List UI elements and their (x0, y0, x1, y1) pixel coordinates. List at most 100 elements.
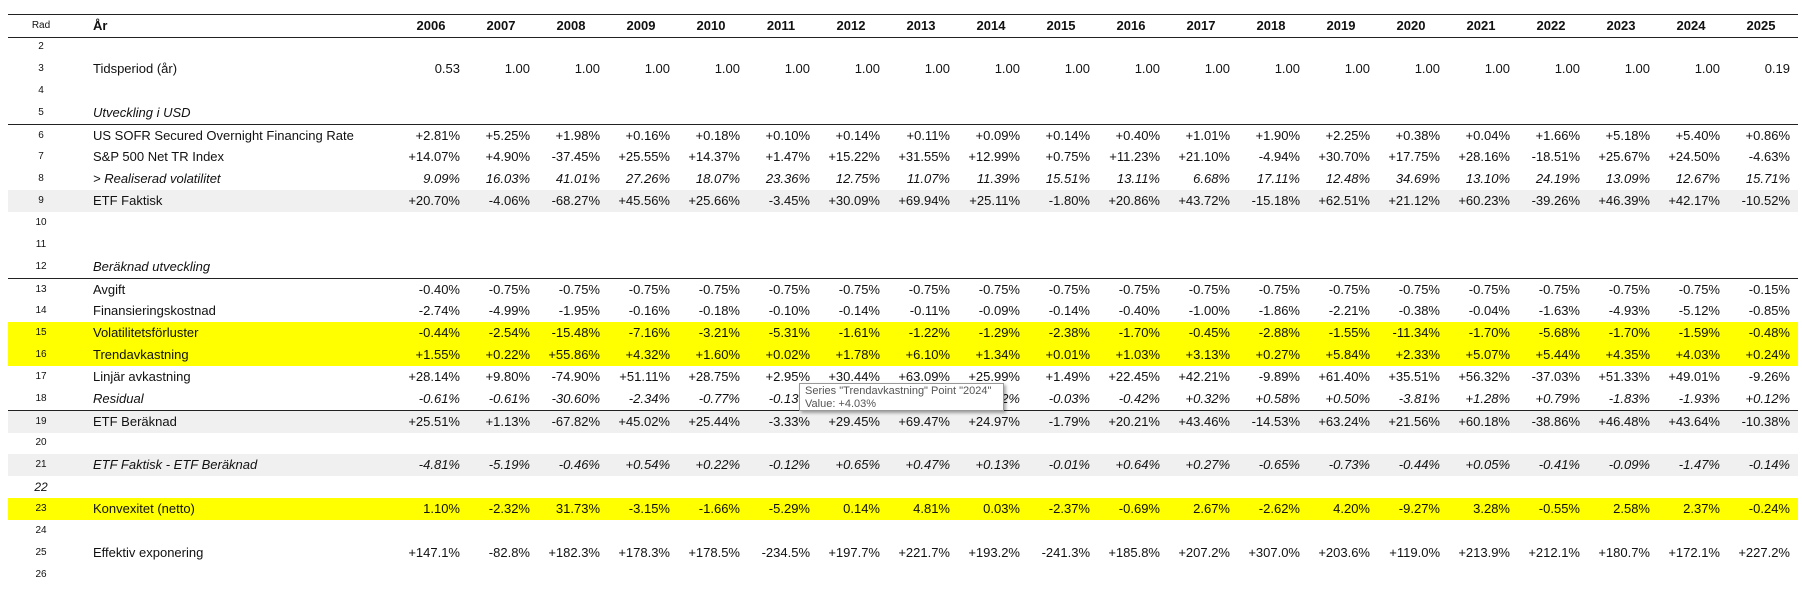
value-cell: +60.23% (1458, 193, 1510, 208)
value-cell: +21.12% (1388, 193, 1440, 208)
value-cell: +207.2% (1178, 545, 1230, 560)
value-cell: 1.00 (1204, 61, 1230, 76)
value-cell: -3.81% (1398, 391, 1440, 406)
value-cell: 1.00 (504, 61, 530, 76)
value-cell: +43.72% (1178, 193, 1230, 208)
row: 8 > Realiserad volatilitet 9.09% 16.03% 41.0… (8, 168, 1798, 190)
value-cell: -3.21% (698, 325, 740, 340)
value-cell: 41.01% (555, 171, 600, 186)
value-cell: -0.55% (1538, 501, 1580, 516)
value-cell: -38.86% (1531, 414, 1580, 429)
row: 24 (8, 520, 1798, 542)
value-cell: +20.70% (408, 193, 460, 208)
value-cell: +1.49% (1045, 369, 1090, 384)
value-cell: -37.03% (1531, 369, 1580, 384)
row: 5 Utveckling i USD (8, 102, 1798, 124)
value-cell: -0.75% (558, 282, 600, 297)
value-cell: +55.86% (548, 347, 600, 362)
value-cell: +0.54% (625, 457, 670, 472)
value-cell: -0.41% (1538, 457, 1580, 472)
value-cell: +0.18% (695, 128, 740, 143)
value-cell: -2.32% (488, 501, 530, 516)
value-cell: +203.6% (1318, 545, 1370, 560)
value-cell: -14.53% (1251, 414, 1300, 429)
row-number: 7 (38, 151, 44, 162)
value-cell: -37.45% (551, 149, 600, 164)
row-number: 3 (38, 63, 44, 74)
value-cell: -0.77% (698, 391, 740, 406)
value-cell: -0.10% (768, 303, 810, 318)
row: 22 (8, 476, 1798, 498)
value-cell: +3.13% (1185, 347, 1230, 362)
value-cell: -10.38% (1741, 414, 1790, 429)
value-cell: 1.00 (1064, 61, 1090, 76)
value-cell: -1.59% (1678, 325, 1720, 340)
value-cell: +42.17% (1668, 193, 1720, 208)
value-cell: 23.36% (765, 171, 810, 186)
value-cell: 34.69% (1395, 171, 1440, 186)
value-cell: -0.65% (1258, 457, 1300, 472)
year-header: 2022 (1536, 18, 1566, 33)
row: 19 ETF Beräknad +25.51% +1.13% -67.82% +45.02… (8, 410, 1798, 433)
value-cell: -1.61% (838, 325, 880, 340)
value-cell: -2.54% (488, 325, 530, 340)
value-cell: +22.45% (1108, 369, 1160, 384)
row: 17 Linjär avkastning +28.14% +9.80% -74.90% +… (8, 366, 1798, 388)
value-cell: -234.5% (761, 545, 810, 560)
value-cell: -0.61% (418, 391, 460, 406)
value-cell: -0.04% (1468, 303, 1510, 318)
row: 6 US SOFR Secured Overnight Financing Rat… (8, 124, 1798, 147)
value-cell: -9.89% (1258, 369, 1300, 384)
row-label: > Realiserad volatilitet (93, 171, 221, 186)
value-cell: +178.5% (688, 545, 740, 560)
value-cell: -15.48% (551, 325, 600, 340)
value-cell: +0.79% (1535, 391, 1580, 406)
value-cell: +45.56% (618, 193, 670, 208)
value-cell: -82.8% (488, 545, 530, 560)
value-cell: +0.22% (485, 347, 530, 362)
value-cell: -0.75% (1328, 282, 1370, 297)
value-cell: +197.7% (828, 545, 880, 560)
value-cell: 12.48% (1325, 171, 1370, 186)
value-cell: -2.34% (628, 391, 670, 406)
value-cell: -0.75% (978, 282, 1020, 297)
value-cell: +25.44% (688, 414, 740, 429)
value-cell: 16.03% (485, 171, 530, 186)
value-cell: +14.37% (688, 149, 740, 164)
value-cell: -241.3% (1041, 545, 1090, 560)
value-cell: +43.46% (1178, 414, 1230, 429)
row-number: 19 (35, 416, 47, 427)
value-cell: -0.40% (1118, 303, 1160, 318)
value-cell: +49.01% (1668, 369, 1720, 384)
value-cell: -0.73% (1328, 457, 1370, 472)
value-cell: +30.70% (1318, 149, 1370, 164)
value-cell: +28.14% (408, 369, 460, 384)
value-cell: -67.82% (551, 414, 600, 429)
year-header: 2016 (1116, 18, 1146, 33)
row: 20 (8, 432, 1798, 454)
value-cell: -4.99% (488, 303, 530, 318)
value-cell: +60.18% (1458, 414, 1510, 429)
value-cell: +21.10% (1178, 149, 1230, 164)
value-cell: 0.03% (983, 501, 1020, 516)
value-cell: 11.39% (976, 171, 1020, 186)
value-cell: 1.00 (1624, 61, 1650, 76)
row-number: 25 (35, 547, 47, 558)
value-cell: -1.80% (1048, 193, 1090, 208)
value-cell: +12.99% (968, 149, 1020, 164)
value-cell: +0.47% (905, 457, 950, 472)
value-cell: +24.50% (1668, 149, 1720, 164)
value-cell: +69.94% (898, 193, 950, 208)
value-cell: -0.42% (1118, 391, 1160, 406)
year-header: 2020 (1396, 18, 1426, 33)
value-cell: -74.90% (551, 369, 600, 384)
value-cell: -0.75% (488, 282, 530, 297)
value-cell: -0.16% (628, 303, 670, 318)
value-cell: +0.38% (1395, 128, 1440, 143)
value-cell: +28.16% (1458, 149, 1510, 164)
value-cell: -0.85% (1748, 303, 1790, 318)
row-label: Residual (93, 391, 144, 406)
value-cell: -1.95% (558, 303, 600, 318)
value-cell: +17.75% (1388, 149, 1440, 164)
year-header: 2013 (906, 18, 936, 33)
